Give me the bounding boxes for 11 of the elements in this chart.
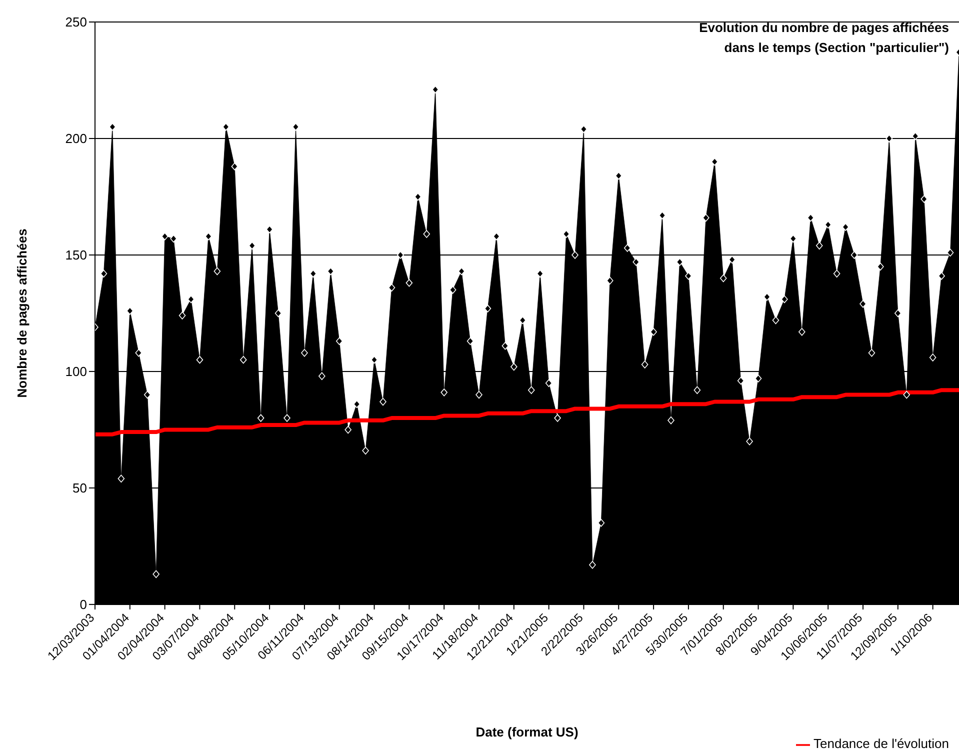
y-tick-label: 50 — [72, 480, 87, 496]
y-tick-label: 200 — [65, 131, 87, 146]
text: Evolution du nombre de pages affichées dans le temps (Section "particulier") — [699, 19, 949, 57]
x-axis-title: Date (format US) — [476, 724, 578, 740]
legend-label: Tendance de l'évolution — [814, 736, 949, 752]
y-tick-label: 0 — [80, 597, 87, 612]
line-series — [95, 388, 959, 436]
y-tick-label: 250 — [65, 14, 87, 30]
y-axis-title: Nombre de pages affichées — [14, 228, 30, 398]
y-tick-label: 150 — [65, 248, 87, 263]
y-tick-label: 100 — [65, 364, 87, 380]
